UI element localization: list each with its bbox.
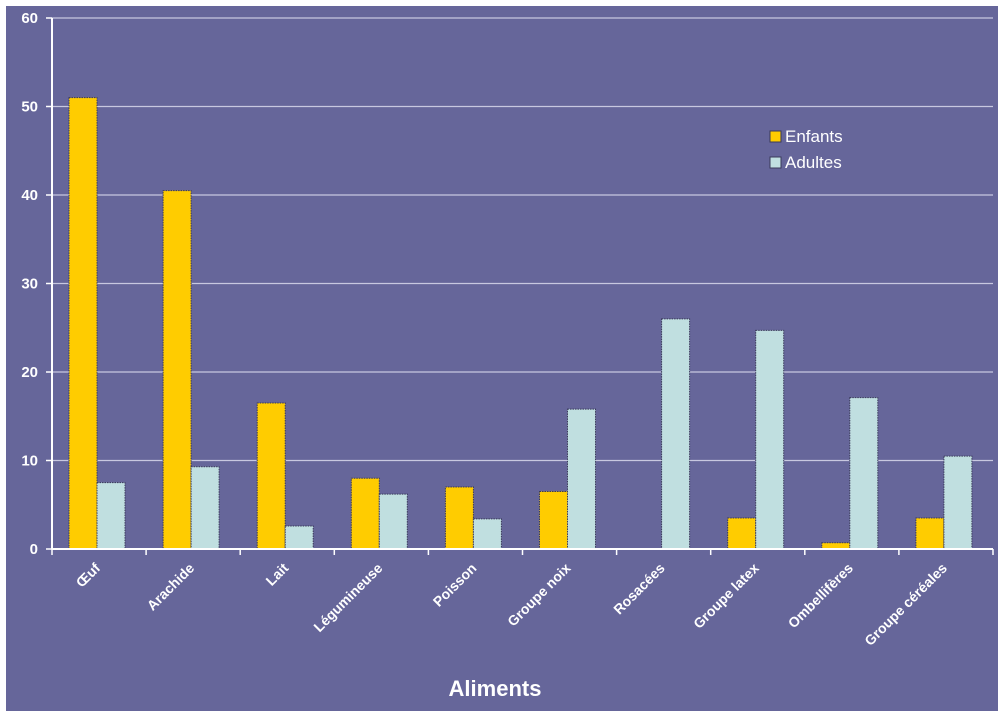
bar-adultes	[472, 518, 502, 550]
y-tick-label: 50	[21, 99, 38, 116]
y-tick-label: 0	[30, 541, 38, 558]
y-tick-label: 10	[21, 453, 38, 470]
bar-enfants	[727, 517, 757, 550]
y-tick-label: 40	[21, 187, 38, 204]
bar-adultes	[284, 525, 314, 550]
bar-enfants	[350, 477, 380, 550]
bar-adultes	[755, 329, 785, 550]
bar-adultes	[567, 408, 596, 550]
x-tick-label: Rosacées	[610, 560, 668, 618]
x-tick-label: Ombellifères	[785, 560, 856, 631]
legend-swatch	[769, 156, 782, 169]
bar-enfants	[162, 190, 192, 550]
bar-enfants	[256, 402, 286, 550]
x-tick-label: Arachide	[144, 560, 198, 614]
legend-swatch	[769, 130, 782, 143]
y-tick-label: 60	[21, 10, 38, 27]
bars	[68, 97, 973, 550]
bar-adultes	[190, 466, 220, 550]
bar-enfants	[915, 517, 945, 550]
legend: Enfants Adultes	[769, 127, 843, 172]
x-tick-label: Lait	[262, 560, 291, 589]
x-tick-label: Groupe noix	[504, 560, 574, 630]
x-tick-label: Œuf	[73, 560, 104, 591]
y-tick-label: 30	[21, 276, 38, 293]
bar-adultes	[96, 482, 126, 550]
x-tick-label: Groupe céréales	[861, 560, 950, 649]
y-tick-label: 20	[21, 364, 38, 381]
bar-adultes	[661, 318, 691, 550]
bar-enfants	[68, 97, 98, 550]
x-tick-label: Groupe latex	[690, 560, 762, 632]
y-axis-ticks: 0 10 20 30 40 50 60	[21, 10, 52, 558]
legend-label: Adultes	[785, 153, 842, 172]
bar-enfants	[444, 486, 474, 550]
bar-adultes	[943, 455, 973, 550]
x-axis-ticks: Œuf Arachide Lait Légumineuse Poisson Groupe …	[51, 549, 994, 649]
x-axis-label: Aliments	[449, 676, 542, 701]
x-tick-label: Poisson	[430, 560, 480, 610]
legend-label: Enfants	[785, 127, 843, 146]
x-tick-label: Légumineuse	[310, 560, 385, 635]
axes	[51, 18, 993, 550]
gridlines	[52, 17, 993, 462]
bar-enfants	[539, 490, 568, 550]
bar-adultes	[849, 397, 879, 550]
bar-adultes	[378, 493, 408, 550]
